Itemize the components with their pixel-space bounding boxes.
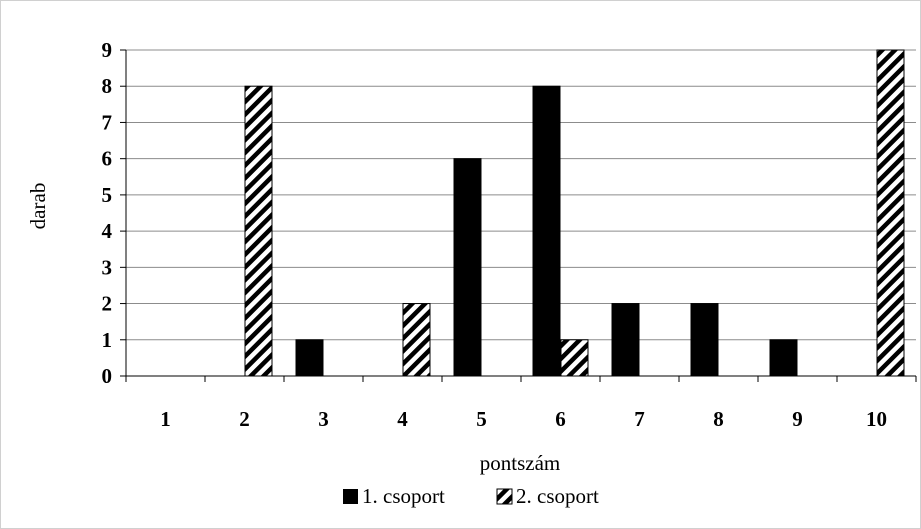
x-tick-label-3: 3 — [318, 407, 329, 431]
bar-series-1-cat-3 — [295, 339, 324, 377]
x-tick-label-7: 7 — [634, 407, 645, 431]
legend: 1. csoport 2. csoport — [343, 484, 599, 508]
legend-swatch-series-1 — [343, 489, 358, 504]
y-tick-label-8: 8 — [102, 74, 113, 98]
bar-series-2-cat-6 — [560, 339, 589, 377]
x-tick-label-6: 6 — [555, 407, 566, 431]
y-tick-label-3: 3 — [102, 255, 113, 279]
bar-series-1-cat-7 — [611, 303, 640, 377]
legend-swatch-series-2 — [496, 488, 513, 505]
y-tick-label-4: 4 — [102, 219, 113, 243]
x-tick-label-1: 1 — [160, 407, 171, 431]
legend-label-series-2: 2. csoport — [516, 484, 599, 508]
axes — [120, 49, 917, 382]
bar-series-2-cat-10 — [876, 49, 905, 377]
bar-series-1-cat-6 — [532, 85, 561, 377]
y-tick-label-9: 9 — [102, 38, 113, 62]
y-tick-label-0: 0 — [102, 364, 113, 388]
x-tick-labels: 1 2 3 4 5 6 7 8 9 10 — [160, 407, 887, 431]
y-tick-label-5: 5 — [102, 183, 113, 207]
x-tick-label-4: 4 — [397, 407, 408, 431]
x-axis-title: pontszám — [480, 451, 560, 475]
legend-label-series-1: 1. csoport — [362, 484, 445, 508]
x-tick-label-2: 2 — [239, 407, 250, 431]
y-tick-label-1: 1 — [102, 328, 113, 352]
bar-series-2-cat-2 — [244, 85, 273, 377]
x-tick-label-9: 9 — [792, 407, 803, 431]
y-tick-label-2: 2 — [102, 292, 113, 316]
bar-series-2-cat-4 — [402, 303, 431, 377]
x-tick-label-10: 10 — [866, 407, 887, 431]
bar-series-1-cat-5 — [453, 158, 482, 377]
x-tick-label-5: 5 — [476, 407, 487, 431]
bar-series-1-cat-9 — [769, 339, 798, 377]
y-tick-labels: 0 1 2 3 4 5 6 7 8 9 — [102, 38, 113, 388]
y-tick-label-7: 7 — [102, 110, 113, 134]
bars — [244, 49, 905, 377]
y-axis-title: darab — [26, 183, 50, 230]
bar-series-1-cat-8 — [690, 303, 719, 377]
y-tick-label-6: 6 — [102, 147, 113, 171]
x-tick-label-8: 8 — [713, 407, 724, 431]
